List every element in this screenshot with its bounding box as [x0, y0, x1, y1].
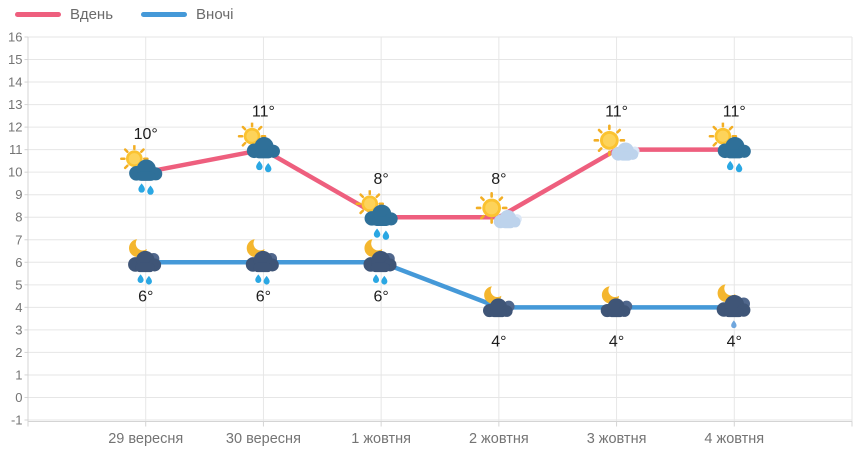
- sun-rain-cloud-icon: [355, 190, 399, 241]
- temp-label-day-1: 11°: [252, 104, 275, 121]
- y-axis-label-8: 8: [15, 210, 22, 225]
- y-axis-label-7: 9: [15, 187, 22, 202]
- temp-label-night-3: 4°: [491, 333, 506, 350]
- y-axis-label-16: 0: [15, 390, 22, 405]
- night-series-line: [143, 260, 737, 310]
- moon-drizzle-cloud-icon: [716, 284, 751, 329]
- y-axis-label-12: 4: [15, 300, 22, 315]
- y-axis-label-15: 1: [15, 367, 22, 382]
- y-axis-label-5: 11: [9, 142, 23, 157]
- x-axis-label-2: 1 жовтня: [351, 431, 411, 447]
- x-axis-label-0: 29 вересня: [108, 431, 183, 447]
- y-axis-label-2: 14: [8, 75, 22, 90]
- temp-label-day-3: 8°: [491, 171, 506, 188]
- night-series-swatch: [141, 12, 188, 17]
- day-series-line: [143, 147, 737, 220]
- sun-light-cloud-icon: [475, 192, 522, 230]
- moon-rain-cloud-icon: [245, 239, 279, 285]
- y-axis-label-11: 5: [15, 277, 22, 292]
- temp-label-day-5: 11°: [723, 104, 746, 121]
- moon-rain-cloud-icon: [128, 239, 162, 285]
- y-axis-label-10: 6: [15, 255, 22, 270]
- x-axis-label-1: 30 вересня: [226, 431, 301, 447]
- temp-label-night-1: 6°: [256, 288, 271, 305]
- y-axis-label-6: 10: [8, 165, 22, 180]
- x-axis-label-5: 4 жовтня: [704, 431, 764, 447]
- x-axis-label-4: 3 жовтня: [587, 431, 647, 447]
- temp-label-day-4: 11°: [605, 104, 628, 121]
- sun-light-cloud-icon: [593, 124, 640, 162]
- y-axis-label-3: 13: [8, 97, 22, 112]
- legend-item-day[interactable]: Вдень: [15, 7, 113, 22]
- legend-label-day: Вдень: [70, 6, 114, 23]
- x-axis-label-3: 2 жовтня: [469, 431, 529, 447]
- temp-label-night-0: 6°: [138, 288, 153, 305]
- y-axis-label-0: 16: [8, 30, 22, 45]
- y-axis-label-4: 12: [8, 120, 22, 135]
- y-axis-label-13: 3: [15, 322, 22, 337]
- temp-label-night-4: 4°: [609, 333, 624, 350]
- sun-rain-cloud-icon: [237, 122, 282, 173]
- moon-rain-cloud-icon: [363, 239, 397, 285]
- temp-label-night-5: 4°: [727, 333, 742, 350]
- legend-item-night[interactable]: Вночі: [141, 7, 233, 22]
- temp-label-day-2: 8°: [373, 171, 388, 188]
- y-axis-label-1: 15: [8, 52, 22, 67]
- y-axis-label-14: 2: [15, 345, 22, 360]
- day-series-swatch: [15, 12, 61, 17]
- temp-label-night-2: 6°: [373, 288, 388, 305]
- y-axis-label-17: -1: [11, 413, 23, 428]
- chart-legend: Вдень Вночі: [15, 7, 233, 22]
- y-axis-label-9: 7: [15, 232, 22, 247]
- legend-label-night: Вночі: [196, 6, 234, 23]
- temp-label-day-0: 10°: [134, 126, 158, 143]
- sun-rain-cloud-icon: [120, 145, 164, 196]
